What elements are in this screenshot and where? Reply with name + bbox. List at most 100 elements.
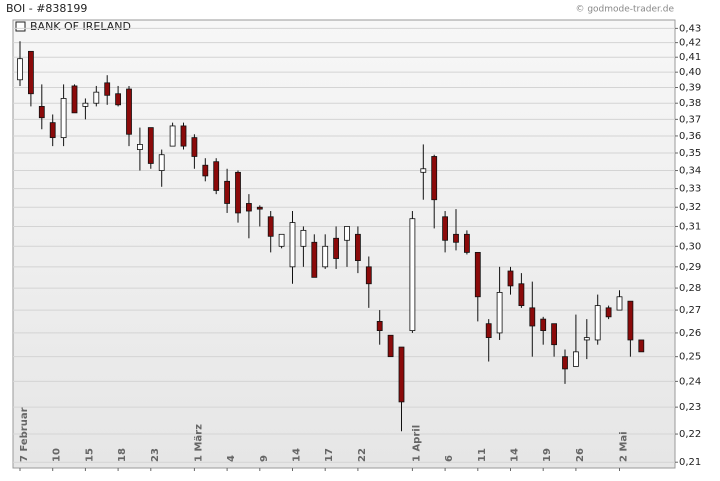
candle-body [104, 82, 111, 96]
candle-body [311, 241, 318, 278]
y-tick-label: 0,35 [679, 148, 701, 159]
candle-body [71, 85, 78, 114]
candle-body [442, 216, 449, 241]
candle-body [529, 307, 536, 327]
candle-body [115, 93, 121, 106]
y-tick-label: 0,42 [679, 38, 701, 49]
candle-body [420, 168, 427, 173]
x-tick-label: 7 Februar [19, 407, 30, 462]
plot-area [12, 19, 676, 469]
candle-body [453, 233, 459, 243]
candle-body [93, 91, 100, 104]
x-tick-label: 18 [117, 448, 128, 462]
candle-body [562, 356, 568, 370]
y-tick-label: 0,38 [679, 98, 701, 109]
candle-body [365, 266, 372, 285]
candle-body [398, 346, 405, 403]
y-tick-label: 0,26 [679, 328, 701, 339]
candle-body [594, 305, 601, 341]
candle-body [354, 233, 361, 261]
candle-body [551, 323, 557, 346]
x-tick-label: 14 [292, 448, 303, 462]
candle-body [126, 88, 132, 135]
y-tick-label: 0,25 [679, 352, 701, 363]
candle-body [627, 300, 634, 341]
candle-body [387, 334, 394, 358]
candle-body [180, 125, 187, 147]
y-tick-label: 0,41 [679, 52, 701, 63]
x-tick-label: 19 [542, 448, 553, 462]
y-tick-label: 0,34 [679, 166, 701, 177]
x-tick-label: 1 März [193, 424, 204, 462]
candle-body [267, 216, 274, 237]
candle-body [344, 226, 350, 241]
y-tick-label: 0,28 [679, 283, 701, 294]
candle-body [27, 50, 34, 95]
candle-body [518, 283, 525, 307]
y-tick-label: 0,36 [679, 131, 701, 142]
candle-body [322, 245, 329, 268]
x-tick-label: 22 [357, 448, 368, 462]
candle-body [507, 270, 514, 287]
x-tick-label: 15 [84, 448, 95, 462]
candle-body [496, 292, 503, 334]
x-tick-label: 10 [52, 448, 63, 462]
y-tick-label: 0,30 [679, 241, 701, 252]
candle-body [256, 206, 263, 210]
candle-body [376, 320, 383, 332]
candle-body [213, 161, 220, 191]
candle-body [333, 237, 340, 259]
candle-body [169, 125, 176, 147]
chart-title: BOI - #838199 [6, 2, 87, 15]
x-tick-label: 1 April [411, 425, 422, 462]
candle-body [158, 154, 165, 171]
candle-body [474, 251, 481, 298]
candle-body [17, 58, 23, 81]
x-tick-label: 9 [259, 455, 270, 462]
candle-body [431, 156, 438, 201]
candle-body [224, 180, 231, 204]
y-tick-label: 0,39 [679, 82, 701, 93]
y-tick-label: 0,24 [679, 376, 701, 387]
candle-body [638, 339, 645, 353]
candle-body [300, 229, 307, 247]
y-tick-label: 0,43 [679, 23, 701, 34]
legend-label: BANK OF IRELAND [30, 20, 131, 33]
x-tick-label: 4 [226, 455, 237, 462]
candle-body [147, 127, 154, 164]
candle-body [245, 203, 252, 212]
x-tick-label: 11 [477, 448, 488, 462]
candle-body [60, 98, 67, 139]
candle-body [278, 233, 285, 247]
y-tick-label: 0,21 [679, 457, 701, 468]
y-tick-label: 0,37 [679, 114, 701, 125]
candle-body [289, 222, 296, 268]
candle-body [191, 137, 198, 157]
candle-body [616, 296, 623, 311]
x-tick-label: 6 [444, 455, 455, 462]
candle-body [540, 318, 547, 332]
x-tick-label: 26 [575, 448, 586, 462]
y-tick-label: 0,31 [679, 221, 701, 232]
x-tick-label: 23 [150, 448, 161, 462]
candle-body [573, 351, 579, 367]
x-tick-label: 14 [510, 448, 521, 462]
x-tick-label: 17 [324, 448, 335, 462]
candle-body [583, 337, 590, 341]
candle-body [463, 233, 470, 253]
legend-box [15, 21, 26, 32]
y-tick-label: 0,27 [679, 305, 701, 316]
y-tick-label: 0,32 [679, 202, 701, 213]
candle-body [485, 323, 492, 339]
source: © godmode-trader.de [575, 5, 674, 15]
candle-body [49, 122, 56, 139]
candle-body [605, 307, 612, 318]
y-tick-label: 0,29 [679, 262, 701, 273]
candle-body [235, 171, 241, 214]
y-tick-label: 0,22 [679, 429, 701, 440]
y-tick-label: 0,23 [679, 402, 701, 413]
x-tick-label: 2 Mai [619, 431, 630, 462]
candle-body [38, 106, 45, 119]
candle-body [202, 164, 209, 177]
